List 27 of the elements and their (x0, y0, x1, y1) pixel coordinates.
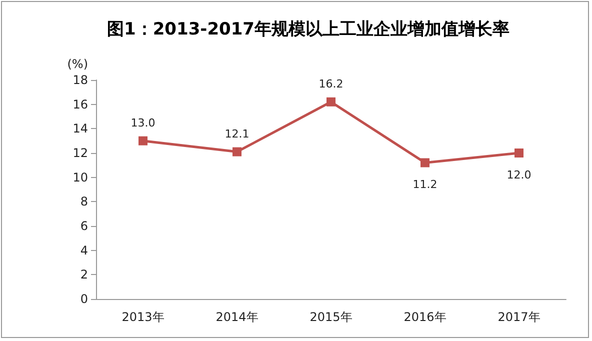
point (232, 147, 242, 156)
x-tick-label: 2013年 (122, 310, 164, 324)
data-label: 11.2 (412, 178, 438, 192)
point (514, 148, 524, 158)
y-tick-label: 10 (72, 170, 88, 184)
data-label: 12.0 (506, 168, 532, 182)
x-tick-label: 2015年 (310, 310, 352, 324)
data-label: 12.1 (224, 127, 250, 140)
point (138, 136, 148, 146)
y-tick-label: 12 (72, 146, 88, 160)
data-label: 16.2 (318, 77, 344, 90)
x-tick-label: 2014年 (216, 310, 258, 324)
y-tick-label: 8 (80, 194, 88, 209)
y-tick-label: 4 (80, 243, 88, 258)
x-tick-label: 2017年 (498, 310, 540, 324)
data-label: 13.0 (130, 116, 156, 130)
y-tick-label: 18 (72, 73, 88, 87)
point (420, 158, 430, 168)
x-tick-label: 2016年 (404, 310, 446, 324)
y-tick-label: 16 (72, 97, 88, 112)
y-tick-label: 14 (72, 122, 88, 136)
chart-title: 图1：2013-2017年规模以上工业企业增加值增长率 (107, 20, 510, 40)
point (326, 97, 336, 106)
y-tick-label: 2 (80, 268, 88, 282)
y-tick-label: 6 (80, 219, 88, 233)
y-axis-title: (%) (67, 57, 88, 71)
y-tick-label: 0 (80, 292, 88, 306)
